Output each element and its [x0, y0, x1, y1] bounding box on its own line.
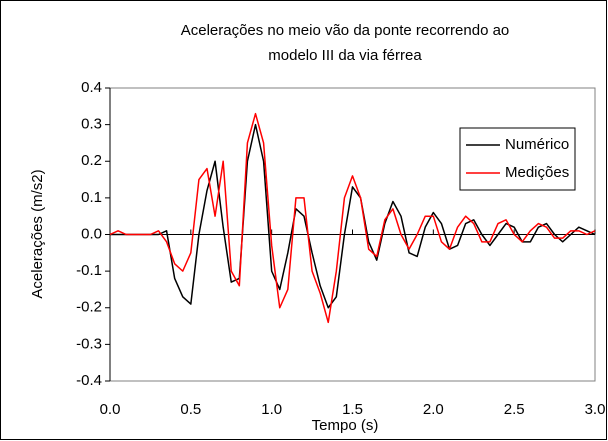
legend-label: Numérico: [505, 136, 569, 153]
y-tick-label: 0.4: [81, 79, 102, 96]
x-tick-label: 2.0: [423, 401, 444, 418]
y-tick-label: 0.3: [81, 116, 102, 133]
y-tick-label: 0.0: [81, 225, 102, 242]
x-tick-label: 1.0: [261, 401, 282, 418]
x-tick-label: 1.5: [342, 401, 363, 418]
x-tick-label: 3.0: [585, 401, 606, 418]
series-line: [109, 112, 596, 324]
y-tick-label: -0.2: [76, 299, 102, 316]
x-tick-label: 0.5: [180, 401, 201, 418]
y-axis-label: Acelerações (m/s2): [29, 169, 46, 298]
legend-label: Medições: [505, 164, 569, 181]
series-line: [110, 123, 596, 309]
y-tick-label: -0.3: [76, 335, 102, 352]
y-tick-label: -0.1: [76, 262, 102, 279]
x-tick-label: 2.5: [504, 401, 525, 418]
y-tick-label: -0.4: [76, 372, 102, 389]
chart-title: modelo III da via férrea: [268, 47, 422, 64]
legend-box: [459, 127, 576, 191]
chart-title: Acelerações no meio vão da ponte recorre…: [181, 22, 510, 39]
x-tick-label: 0.0: [100, 401, 121, 418]
y-tick-label: 0.2: [81, 152, 102, 169]
y-tick-label: 0.1: [81, 189, 102, 206]
x-axis-label: Tempo (s): [312, 417, 379, 434]
